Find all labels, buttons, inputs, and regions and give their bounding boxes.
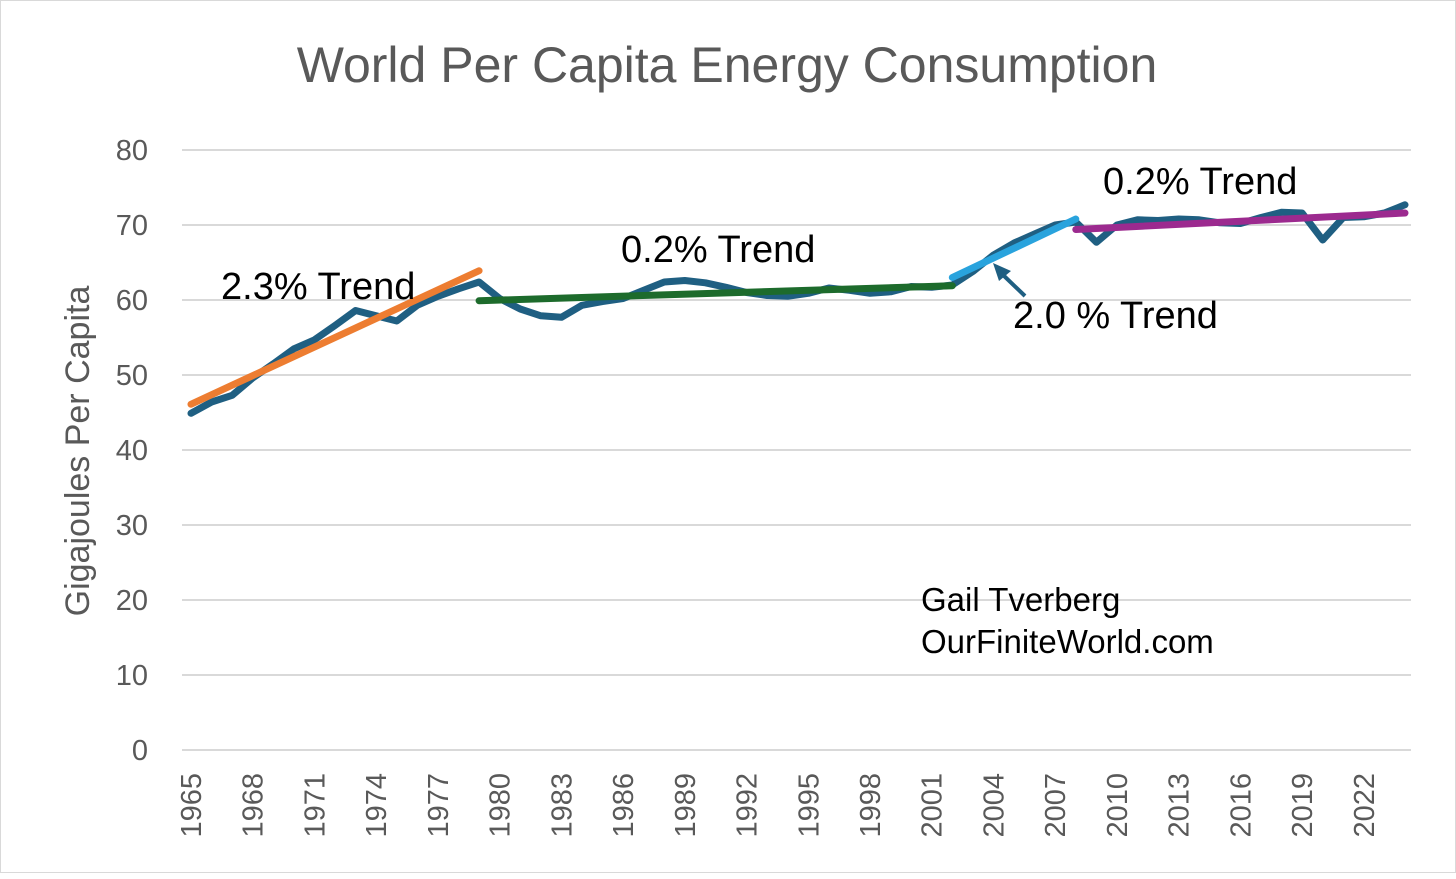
x-tick-label: 1992 (732, 773, 764, 838)
credit-site: OurFiniteWorld.com (921, 623, 1214, 660)
gridlines (182, 149, 1411, 751)
annotation-trend-2: 0.2% Trend (621, 229, 815, 271)
trend-lines (187, 209, 1409, 408)
x-tick-label: 1974 (361, 773, 393, 838)
annotation-arrow-head-icon (993, 263, 1011, 281)
x-tick-label: 1989 (670, 773, 702, 838)
annotation-trend-4: 0.2% Trend (1103, 161, 1297, 203)
x-tick-label: 2016 (1225, 773, 1257, 838)
chart-title: World Per Capita Energy Consumption (297, 37, 1158, 93)
annotation-trend-1: 2.3% Trend (221, 266, 415, 308)
y-tick-label: 80 (116, 135, 148, 167)
y-tick-label: 20 (116, 585, 148, 617)
y-tick-label: 0 (132, 735, 148, 767)
x-tick-label: 2007 (1040, 773, 1072, 838)
x-tick-label: 2010 (1102, 773, 1134, 838)
y-tick-labels: 0 10 20 30 40 50 60 70 80 (116, 135, 148, 767)
y-tick-label: 30 (116, 510, 148, 542)
x-tick-labels: 1965 1968 1971 1974 1977 1980 1983 1986 1989 1992… (176, 773, 1381, 838)
trend-line-3 (948, 215, 1080, 281)
x-tick-label: 2019 (1287, 773, 1319, 838)
x-tick-label: 1980 (485, 773, 517, 838)
y-tick-label: 10 (116, 660, 148, 692)
x-tick-label: 1977 (423, 773, 455, 838)
trend-line-4 (1072, 209, 1409, 233)
annotation-trend-3: 2.0 % Trend (1013, 295, 1218, 337)
x-tick-label: 1983 (546, 773, 578, 838)
x-tick-label: 2022 (1349, 773, 1381, 838)
annotation-arrow (999, 271, 1027, 298)
x-tick-label: 1998 (855, 773, 887, 838)
y-tick-label: 60 (116, 285, 148, 317)
x-tick-label: 2004 (978, 773, 1010, 838)
x-tick-label: 1971 (299, 773, 331, 838)
x-tick-label: 1965 (176, 773, 208, 838)
x-tick-label: 1968 (238, 773, 270, 838)
credit-author: Gail Tverberg (921, 581, 1120, 618)
y-axis-label: Gigajoules Per Capita (59, 286, 97, 617)
x-tick-label: 2001 (917, 773, 949, 838)
y-tick-label: 50 (116, 360, 148, 392)
x-tick-label: 1986 (608, 773, 640, 838)
trend-line-2 (475, 282, 956, 305)
y-tick-label: 70 (116, 210, 148, 242)
trend-line-1 (187, 267, 483, 408)
x-tick-label: 1995 (793, 773, 825, 838)
x-tick-label: 2013 (1164, 773, 1196, 838)
y-tick-label: 40 (116, 435, 148, 467)
